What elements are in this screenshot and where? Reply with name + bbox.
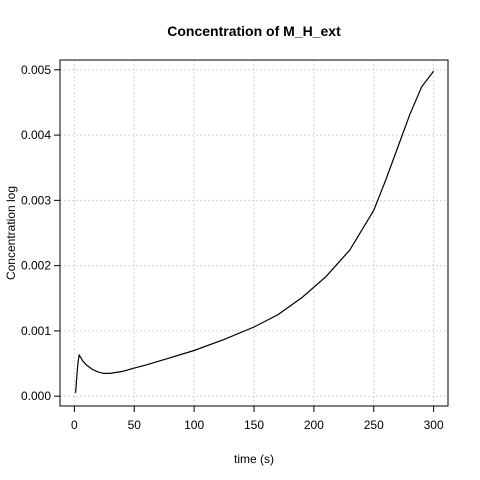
y-tick-label: 0.003: [21, 193, 51, 207]
series-line: [75, 70, 435, 393]
y-tick-label: 0.001: [21, 324, 51, 338]
y-tick-label: 0.005: [21, 63, 51, 77]
x-axis: 0 50 100 150 200 250 300: [71, 406, 444, 432]
x-tick-label: 150: [244, 418, 264, 432]
x-tick-label: 50: [128, 418, 142, 432]
x-tick-label: 300: [424, 418, 444, 432]
y-tick-label: 0.000: [21, 389, 51, 403]
grid: [60, 60, 448, 406]
y-tick-label: 0.002: [21, 259, 51, 273]
x-axis-label: time (s): [234, 452, 274, 466]
x-tick-label: 200: [304, 418, 324, 432]
y-axis: 0.000 0.001 0.002 0.003 0.004 0.005: [21, 63, 60, 403]
x-tick-label: 100: [184, 418, 204, 432]
x-tick-label: 250: [364, 418, 384, 432]
y-axis-label: Concentration log: [4, 186, 18, 280]
x-tick-label: 0: [71, 418, 78, 432]
chart-title: Concentration of M_H_ext: [167, 23, 341, 39]
series-layer: [75, 70, 435, 393]
y-tick-label: 0.004: [21, 128, 51, 142]
